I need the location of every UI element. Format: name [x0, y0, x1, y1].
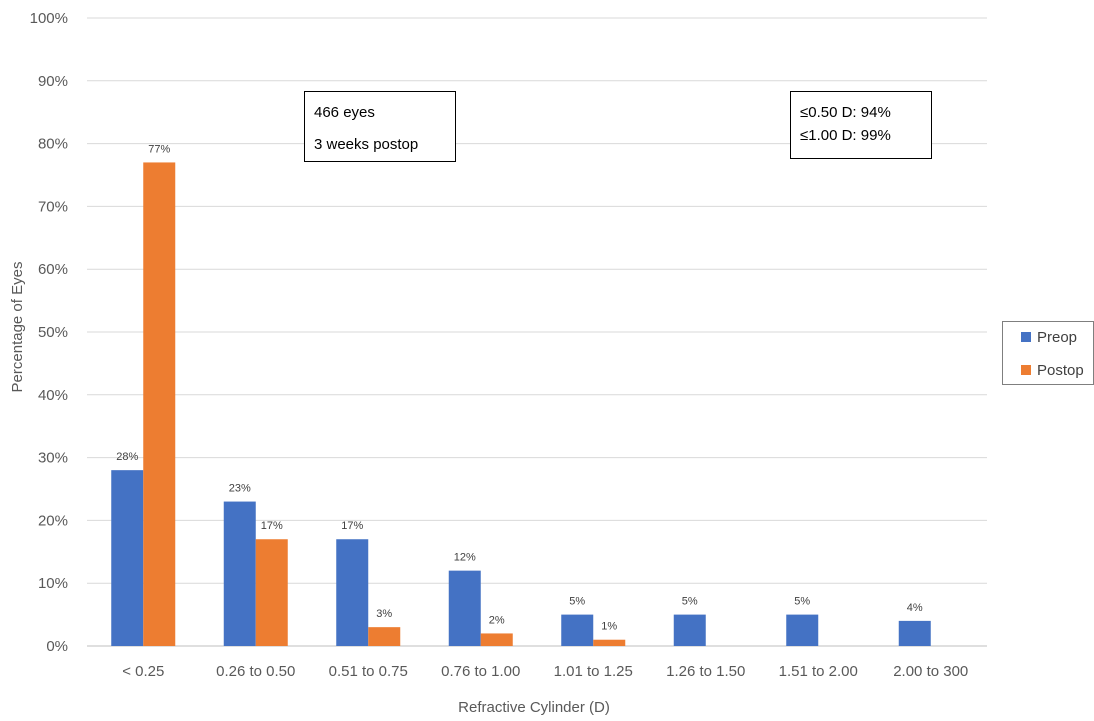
x-tick-label: 1.51 to 2.00: [779, 663, 858, 680]
x-tick-label: < 0.25: [122, 663, 164, 680]
x-tick-label: 0.76 to 1.00: [441, 663, 520, 680]
x-tick-label: 2.00 to 300: [893, 663, 968, 680]
bar-preop: [786, 614, 819, 646]
bar-preop: [223, 501, 256, 646]
bar-postop: [143, 162, 176, 646]
bar-data-label: 17%: [341, 520, 363, 532]
y-tick-labels: 0% 10% 20% 30% 40% 50% 60% 70% 80% 90% 100%: [30, 10, 68, 655]
bar-postop: [593, 639, 626, 646]
bar-preop: [336, 539, 369, 646]
bar-preop: [561, 614, 594, 646]
summary-line-050: ≤0.50 D: 94%: [800, 104, 891, 121]
bar-data-label: 1%: [601, 621, 617, 633]
x-tick-label: 0.51 to 0.75: [329, 663, 408, 680]
y-tick-label: 50%: [38, 324, 68, 341]
bar-data-label: 23%: [229, 483, 251, 495]
y-tick-label: 60%: [38, 261, 68, 278]
bar-data-label: 28%: [116, 451, 138, 463]
bar-labels: 28% 23% 17% 12% 5% 5% 5% 4% 77% 17% 3% 2% 1%: [116, 143, 923, 632]
summary-box: ≤0.50 D: 94% ≤1.00 D: 99%: [790, 91, 932, 159]
legend: Preop Postop: [1002, 321, 1094, 385]
bar-postop: [368, 627, 401, 646]
bar-data-label: 17%: [261, 520, 283, 532]
bar-data-label: 5%: [569, 596, 585, 608]
x-tick-label: 1.26 to 1.50: [666, 663, 745, 680]
bar-preop: [448, 570, 481, 646]
bar-data-label: 5%: [794, 596, 810, 608]
x-axis-label: Refractive Cylinder (D): [458, 699, 610, 716]
sample-eyes-text: 466 eyes: [314, 104, 375, 121]
bar-data-label: 3%: [376, 608, 392, 620]
y-tick-label: 100%: [30, 10, 68, 27]
legend-label-postop: Postop: [1037, 362, 1084, 379]
bar-preop: [898, 620, 931, 646]
y-tick-label: 40%: [38, 387, 68, 404]
legend-item-postop: Postop: [1021, 362, 1084, 379]
bar-postop: [480, 633, 513, 646]
y-tick-label: 70%: [38, 198, 68, 215]
x-tick-label: 1.01 to 1.25: [554, 663, 633, 680]
legend-swatch-preop: [1021, 332, 1031, 342]
bar-data-label: 4%: [907, 602, 923, 614]
x-tick-label: 0.26 to 0.50: [216, 663, 295, 680]
y-tick-label: 10%: [38, 575, 68, 592]
bars: [111, 162, 931, 646]
bar-data-label: 2%: [489, 614, 505, 626]
bar-postop: [255, 539, 288, 646]
legend-swatch-postop: [1021, 365, 1031, 375]
bar-data-label: 77%: [148, 143, 170, 155]
y-tick-label: 80%: [38, 136, 68, 153]
bar-data-label: 12%: [454, 552, 476, 564]
bar-preop: [111, 470, 144, 646]
y-axis-label: Percentage of Eyes: [9, 262, 26, 393]
y-tick-label: 0%: [46, 638, 68, 655]
sample-info-box: 466 eyes 3 weeks postop: [304, 91, 456, 162]
x-tick-labels: < 0.25 0.26 to 0.50 0.51 to 0.75 0.76 to 1.…: [122, 663, 968, 680]
y-tick-label: 20%: [38, 512, 68, 529]
sample-time-text: 3 weeks postop: [314, 136, 419, 153]
summary-line-100: ≤1.00 D: 99%: [800, 127, 891, 144]
legend-label-preop: Preop: [1037, 329, 1078, 346]
legend-item-preop: Preop: [1021, 329, 1077, 346]
bar-preop: [673, 614, 706, 646]
y-tick-label: 30%: [38, 450, 68, 467]
bar-data-label: 5%: [682, 596, 698, 608]
y-tick-label: 90%: [38, 73, 68, 90]
